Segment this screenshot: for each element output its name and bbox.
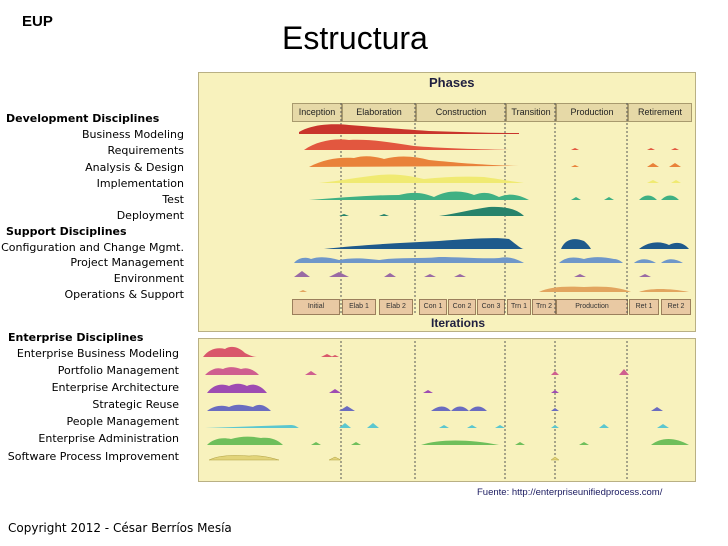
- phases-label: Phases: [429, 75, 475, 90]
- support-disciplines-heading: Support Disciplines: [6, 225, 127, 238]
- page-title: Estructura: [282, 20, 428, 56]
- development-disciplines-heading: Development Disciplines: [6, 112, 160, 125]
- discipline-enterprise-architecture: Enterprise Architecture: [51, 381, 179, 394]
- phases-panel: Phases Inception Elaboration Constructio…: [198, 72, 696, 332]
- discipline-business-modeling: Business Modeling: [81, 128, 184, 141]
- discipline-operations-support: Operations & Support: [64, 288, 184, 301]
- enterprise-disciplines-heading: Enterprise Disciplines: [8, 331, 144, 344]
- hump-config-change: [324, 238, 524, 249]
- iterations-label: Iterations: [431, 316, 486, 330]
- copyright-notice: Copyright 2012 - César Berríos Mesía: [8, 521, 232, 535]
- phase-elaboration: Elaboration: [342, 103, 416, 122]
- iteration-con-1: Con 1: [419, 299, 447, 315]
- discipline-software-process-improvement: Software Process Improvement: [7, 450, 179, 463]
- discipline-environment: Environment: [113, 272, 184, 285]
- phase-production: Production: [556, 103, 628, 122]
- iteration-ret-2: Ret 2: [661, 299, 691, 315]
- hump-environment: [294, 271, 466, 277]
- iteration-initial: Initial: [292, 299, 340, 315]
- discipline-enterprise-administration: Enterprise Administration: [38, 432, 179, 445]
- phase-construction: Construction: [416, 103, 506, 122]
- discipline-people-management: People Management: [66, 415, 179, 428]
- discipline-strategic-reuse: Strategic Reuse: [92, 398, 179, 411]
- hump-analysis-design: [309, 156, 519, 167]
- discipline-requirements: Requirements: [107, 144, 184, 157]
- iteration-trn-1: Trn 1: [507, 299, 531, 315]
- enterprise-workflow-humps: [203, 341, 689, 479]
- phase-inception: Inception: [292, 103, 342, 122]
- discipline-enterprise-business-modeling: Enterprise Business Modeling: [16, 347, 179, 360]
- hump-software-process-improvement: [208, 455, 280, 461]
- discipline-config-change: Configuration and Change Mgmt.: [1, 241, 184, 254]
- discipline-test: Test: [162, 193, 184, 206]
- iteration-con-3: Con 3: [477, 299, 505, 315]
- hump-business-modeling: [299, 124, 519, 134]
- hump-enterprise-business-modeling: [203, 346, 257, 357]
- discipline-project-management: Project Management: [70, 256, 184, 269]
- discipline-portfolio-management: Portfolio Management: [57, 364, 179, 377]
- hump-enterprise-administration: [207, 436, 283, 445]
- hump-people-management: [205, 425, 299, 428]
- phase-retirement: Retirement: [628, 103, 692, 122]
- hump-requirements: [304, 139, 509, 150]
- hump-project-management: [294, 257, 524, 263]
- discipline-implementation: Implementation: [96, 177, 184, 190]
- hump-strategic-reuse: [207, 404, 271, 411]
- hump-portfolio-management: [205, 367, 259, 375]
- enterprise-panel: [198, 338, 696, 482]
- hump-test: [309, 191, 529, 200]
- source-citation: Fuente: http://enterpriseunifiedprocess.…: [477, 487, 663, 498]
- iteration-con-2: Con 2: [448, 299, 476, 315]
- iteration-trn-2: Trn 2: [532, 299, 556, 315]
- hump-implementation: [319, 174, 524, 183]
- hump-enterprise-architecture: [207, 383, 267, 393]
- eup-label: EUP: [22, 13, 53, 30]
- iteration-ret-1: Ret 1: [629, 299, 659, 315]
- phases-workflow-humps: [294, 103, 689, 315]
- discipline-deployment: Deployment: [116, 209, 184, 222]
- hump-deployment: [439, 206, 524, 216]
- iteration-elab-1: Elab 1: [342, 299, 376, 315]
- discipline-analysis-design: Analysis & Design: [85, 161, 184, 174]
- iteration-elab-2: Elab 2: [379, 299, 413, 315]
- hump-operations-support: [539, 286, 631, 292]
